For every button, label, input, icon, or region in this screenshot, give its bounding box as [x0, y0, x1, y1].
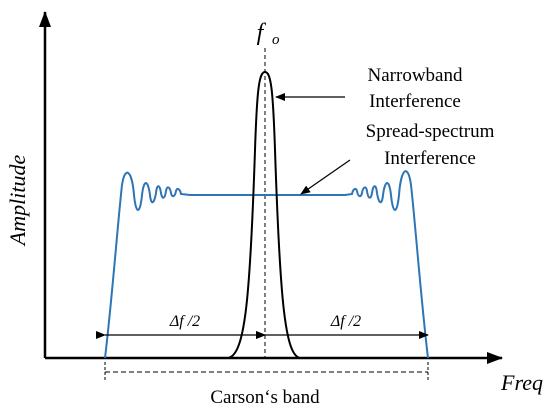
center-label: f — [257, 20, 267, 46]
narrowband-label: Interference — [369, 91, 461, 112]
y-axis-label: Amplitude — [5, 155, 30, 248]
spread-spectrum-arrow — [300, 159, 351, 195]
spread-spectrum-curve — [104, 170, 429, 359]
spread-spectrum-label: Spread-spectrum — [366, 121, 495, 142]
band-label: Carson‘s band — [210, 387, 320, 408]
narrowband-curve — [227, 70, 301, 359]
half-band-label: Δf /2 — [330, 313, 361, 330]
x-axis-label: Freq — [500, 370, 543, 395]
center-label-sub: o — [272, 32, 280, 48]
spread-spectrum-label: Interference — [384, 148, 476, 169]
narrowband-label: Narrowband — [368, 65, 463, 86]
half-band-label: Δf /2 — [169, 313, 200, 330]
